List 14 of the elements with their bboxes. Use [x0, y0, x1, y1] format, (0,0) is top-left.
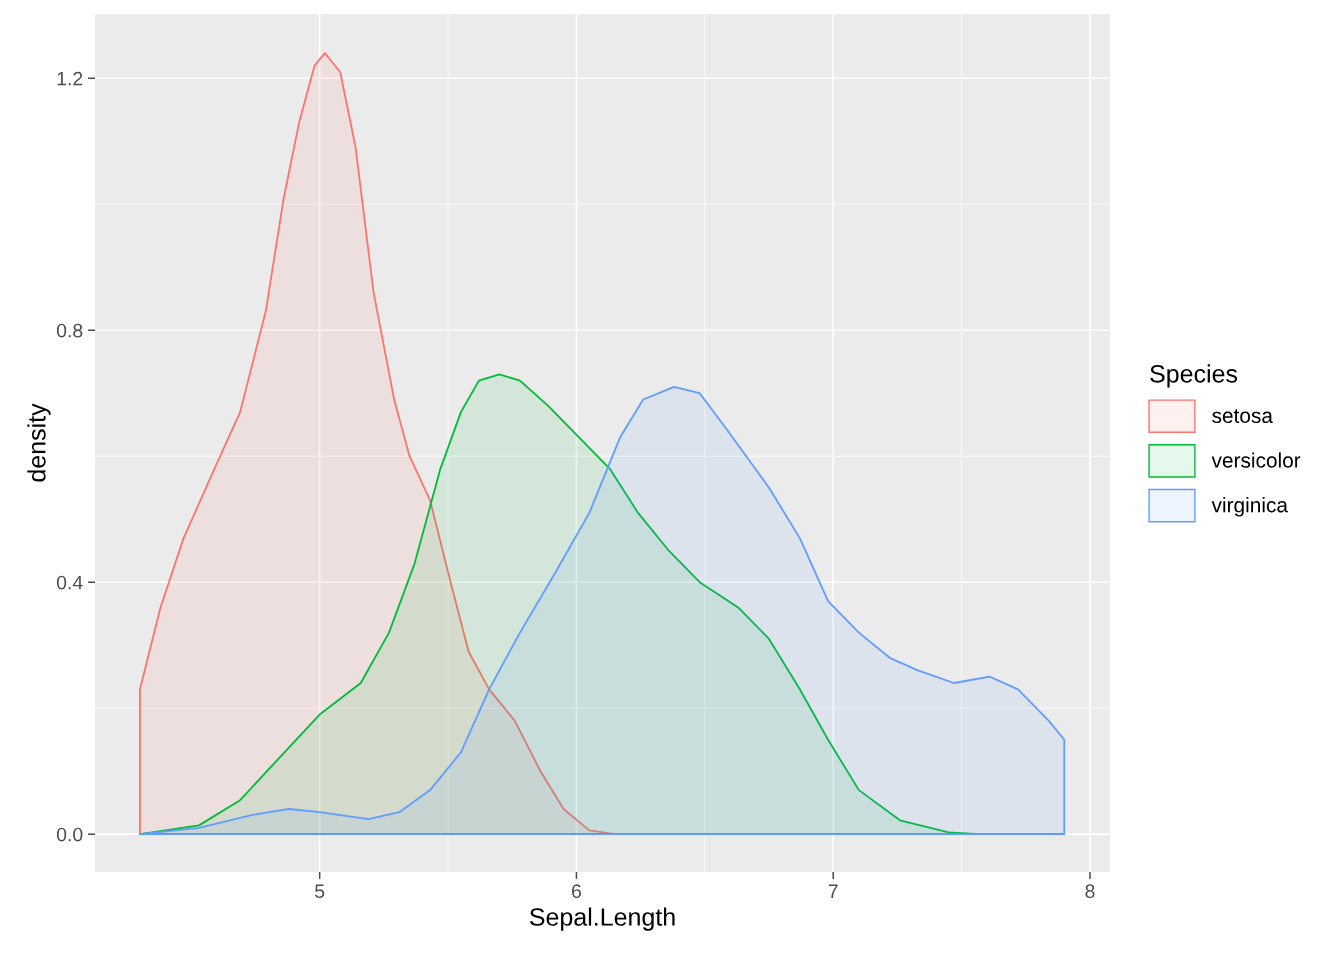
x-tick-label: 6 [572, 884, 581, 899]
x-tick-label: 7 [828, 884, 838, 898]
y-tick-label: 0.0 [56, 827, 83, 842]
y-tick-label: 1.2 [57, 71, 83, 86]
legend-label: setosa [1212, 409, 1273, 424]
x-axis-title: Sepal.Length [529, 907, 675, 931]
legend-title: Species [1150, 364, 1238, 388]
legend-label: versicolor [1211, 452, 1301, 468]
y-tick-label: 0.8 [56, 323, 83, 338]
y-axis-title: density [27, 403, 51, 482]
x-tick-label: 8 [1085, 884, 1095, 899]
x-tick-label: 5 [315, 884, 325, 899]
y-tick-label: 0.4 [56, 575, 83, 590]
legend-label: virginica [1211, 497, 1288, 517]
